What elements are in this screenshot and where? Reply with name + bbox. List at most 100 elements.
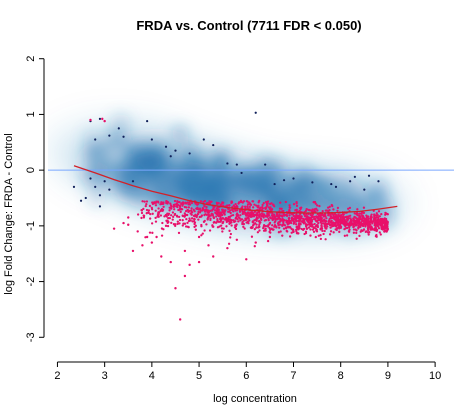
significant-point (285, 221, 288, 224)
density-blob (92, 157, 114, 178)
significant-point (164, 224, 168, 228)
significant-point (184, 202, 188, 205)
significant-point (268, 226, 271, 230)
density-blob (229, 176, 247, 194)
significant-point (314, 235, 317, 239)
significant-point (246, 205, 249, 208)
nonsignificant-point (226, 162, 229, 165)
significant-point (384, 217, 388, 221)
significant-point (330, 223, 333, 226)
significant-point (166, 202, 169, 205)
significant-point (205, 208, 208, 211)
significant-point (376, 218, 380, 221)
significant-point (288, 220, 292, 224)
significant-point (355, 237, 358, 240)
significant-point (177, 215, 181, 219)
significant-point (386, 213, 389, 216)
significant-point (332, 231, 335, 234)
density-blob (268, 170, 282, 184)
significant-point (192, 208, 195, 211)
significant-point (229, 236, 232, 239)
significant-point (301, 220, 305, 223)
significant-point (206, 213, 209, 216)
significant-point (282, 219, 286, 222)
significant-point (312, 200, 315, 204)
significant-point (285, 219, 288, 222)
significant-point (262, 224, 266, 227)
nonsignificant-point (164, 145, 168, 148)
significant-point (354, 219, 358, 223)
significant-point (385, 225, 388, 229)
nonsignificant-point (94, 185, 97, 188)
significant-point (379, 233, 382, 236)
y-axis: -3 -2 -1 0 1 2 (25, 56, 45, 342)
significant-point (244, 212, 247, 216)
nonsignificant-point (235, 163, 238, 166)
significant-point (329, 230, 333, 233)
density-blob (110, 113, 131, 135)
significant-point (325, 209, 328, 212)
significant-point (321, 210, 324, 213)
significant-point (341, 215, 344, 219)
significant-point (355, 211, 359, 215)
significant-point (336, 223, 340, 227)
nonsignificant-point (98, 205, 102, 208)
significant-point (271, 228, 275, 231)
significant-point (256, 231, 260, 234)
significant-point (359, 222, 362, 225)
significant-point (141, 200, 144, 203)
nonsignificant-point (330, 182, 333, 186)
significant-point (251, 226, 254, 229)
significant-point (160, 255, 163, 258)
density-blob (171, 125, 189, 143)
significant-point (332, 208, 335, 211)
significant-point (244, 218, 247, 222)
significant-point (287, 220, 290, 223)
significant-point (201, 232, 204, 235)
significant-point (180, 208, 184, 211)
significant-point (215, 210, 219, 213)
significant-point (292, 214, 296, 218)
y-tick-label: 1 (25, 111, 37, 117)
significant-point (176, 215, 179, 218)
significant-point (326, 206, 330, 209)
significant-point (377, 222, 380, 226)
significant-point (210, 209, 213, 212)
significant-point (181, 224, 184, 227)
significant-point (324, 238, 327, 241)
significant-point (288, 235, 292, 238)
significant-point (235, 238, 239, 241)
density-blob (195, 160, 209, 174)
significant-point (316, 224, 319, 227)
significant-point (265, 214, 268, 217)
significant-point (239, 219, 242, 222)
significant-point (328, 220, 331, 223)
significant-point (315, 230, 319, 233)
significant-point (186, 221, 189, 225)
significant-point (315, 228, 318, 231)
significant-point (167, 216, 170, 220)
nonsignificant-point (254, 111, 257, 114)
significant-point (185, 217, 188, 221)
significant-point (131, 249, 135, 253)
x-tick-label: 3 (102, 370, 108, 382)
significant-point (362, 222, 365, 225)
significant-point (230, 201, 234, 204)
significant-point (274, 220, 277, 223)
significant-point (217, 214, 220, 218)
significant-point (112, 227, 116, 230)
significant-point (257, 211, 261, 214)
significant-point (222, 227, 225, 230)
significant-point (200, 215, 203, 218)
significant-point (161, 221, 164, 225)
significant-point (255, 223, 258, 226)
significant-point (352, 225, 355, 229)
significant-point (256, 213, 260, 217)
significant-point (307, 216, 310, 219)
significant-point (369, 215, 372, 218)
significant-point (122, 221, 125, 225)
significant-point (253, 210, 257, 214)
significant-point (384, 211, 387, 215)
significant-point (362, 228, 366, 231)
significant-point (366, 226, 370, 229)
